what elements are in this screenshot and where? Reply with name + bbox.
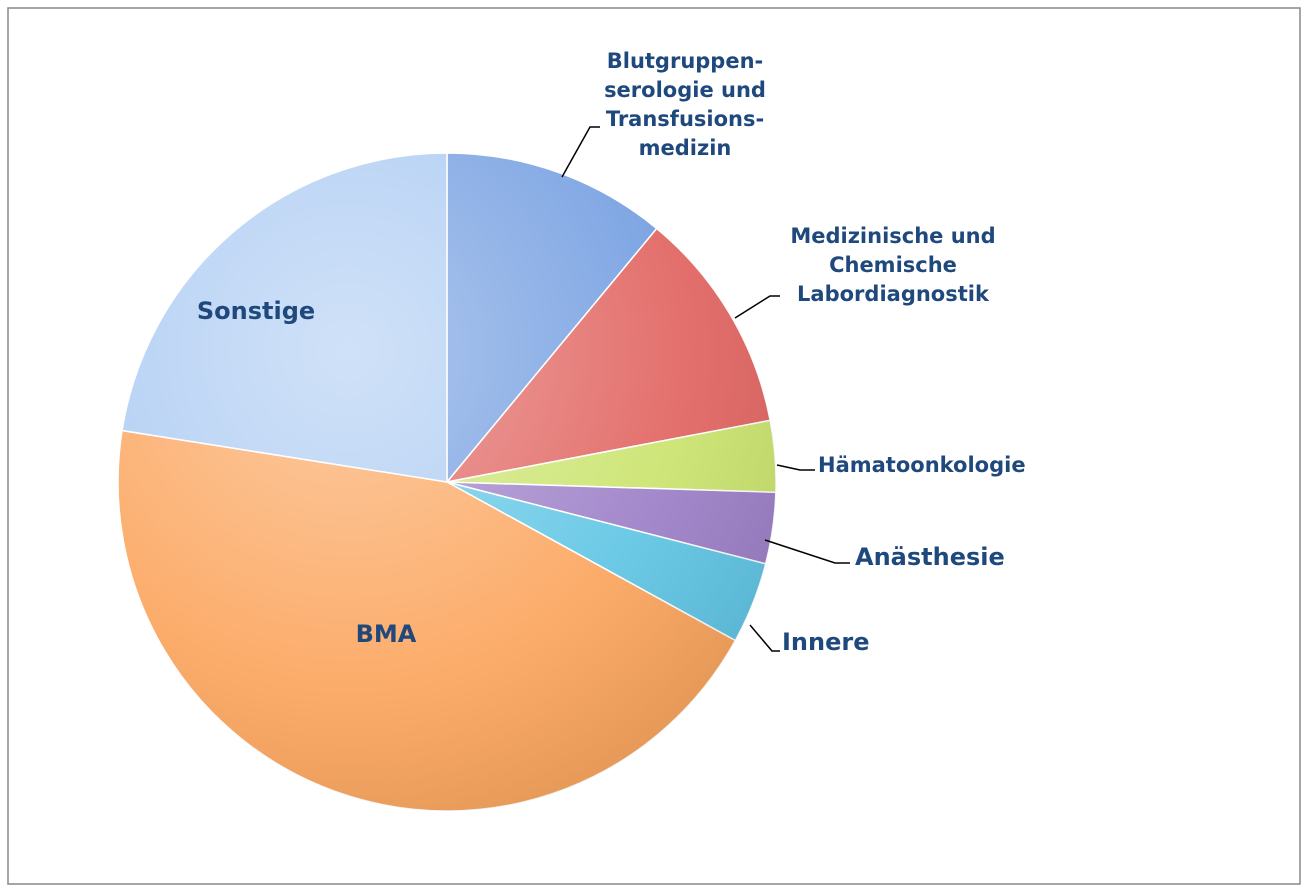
leader-line [749, 624, 780, 652]
label-line: Innere [782, 628, 870, 656]
leader-line [734, 295, 780, 319]
label-line: Chemische [829, 253, 957, 277]
label-line: medizin [639, 136, 732, 160]
label-line: Transfusions- [606, 107, 764, 131]
label-line: Blutgruppen- [607, 49, 764, 73]
slice-label: Innere [782, 628, 870, 656]
label-line: serologie und [604, 78, 766, 102]
slice-label: Anästhesie [855, 543, 1005, 571]
leader-line [561, 126, 600, 178]
leader-line [776, 464, 815, 471]
slice-label: Medizinische und Chemische Labordiagnostik [790, 224, 995, 306]
label-line: Hämatoonkologie [818, 453, 1026, 477]
slice-label: Sonstige [197, 297, 315, 325]
label-line: Labordiagnostik [797, 282, 990, 306]
slice-label: BMA [356, 620, 417, 648]
leader-line [764, 539, 850, 564]
labels: Blutgruppen-serologie und Transfusions-me… [197, 49, 1026, 656]
label-line: BMA [356, 620, 417, 648]
label-line: Sonstige [197, 297, 315, 325]
pie [117, 152, 777, 812]
label-line: Medizinische und [790, 224, 995, 248]
label-line: Anästhesie [855, 543, 1005, 571]
slice-label: Blutgruppen-serologie und Transfusions-me… [604, 49, 766, 160]
slice-label: Hämatoonkologie [818, 453, 1026, 477]
